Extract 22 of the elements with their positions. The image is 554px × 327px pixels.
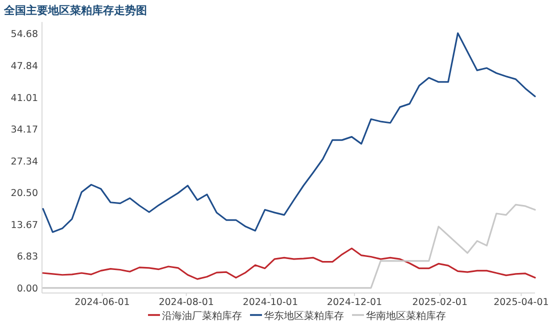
line-series	[42, 204, 536, 289]
y-tick-label: 6.83	[16, 252, 38, 263]
x-tick-label: 2024-12-01	[326, 297, 382, 308]
legend-label: 华南地区菜粕库存	[366, 310, 446, 322]
y-tick-label: 54.68	[10, 29, 38, 40]
y-tick-label: 13.67	[10, 220, 38, 231]
y-tick-label: 41.01	[10, 92, 38, 104]
y-tick-label: 47.84	[10, 61, 38, 72]
x-tick-label: 2024-08-01	[158, 297, 214, 308]
y-tick-label: 0.00	[16, 283, 38, 294]
legend-label: 沿海油厂菜粕库存	[162, 310, 242, 322]
line-series	[42, 32, 536, 233]
legend-label: 华东地区菜粕库存	[264, 310, 344, 322]
x-tick-label: 2025-04-01	[494, 297, 549, 308]
x-tick-label: 2025-02-01	[412, 297, 468, 308]
y-tick-label: 34.17	[10, 124, 38, 136]
line-series	[42, 248, 536, 280]
chart-title: 全国主要地区菜粕库存走势图	[3, 4, 147, 17]
x-tick-label: 2024-06-01	[74, 297, 130, 308]
y-tick-label: 27.34	[10, 156, 38, 168]
x-tick-label: 2024-10-01	[242, 297, 298, 308]
y-tick-label: 20.50	[10, 188, 38, 200]
